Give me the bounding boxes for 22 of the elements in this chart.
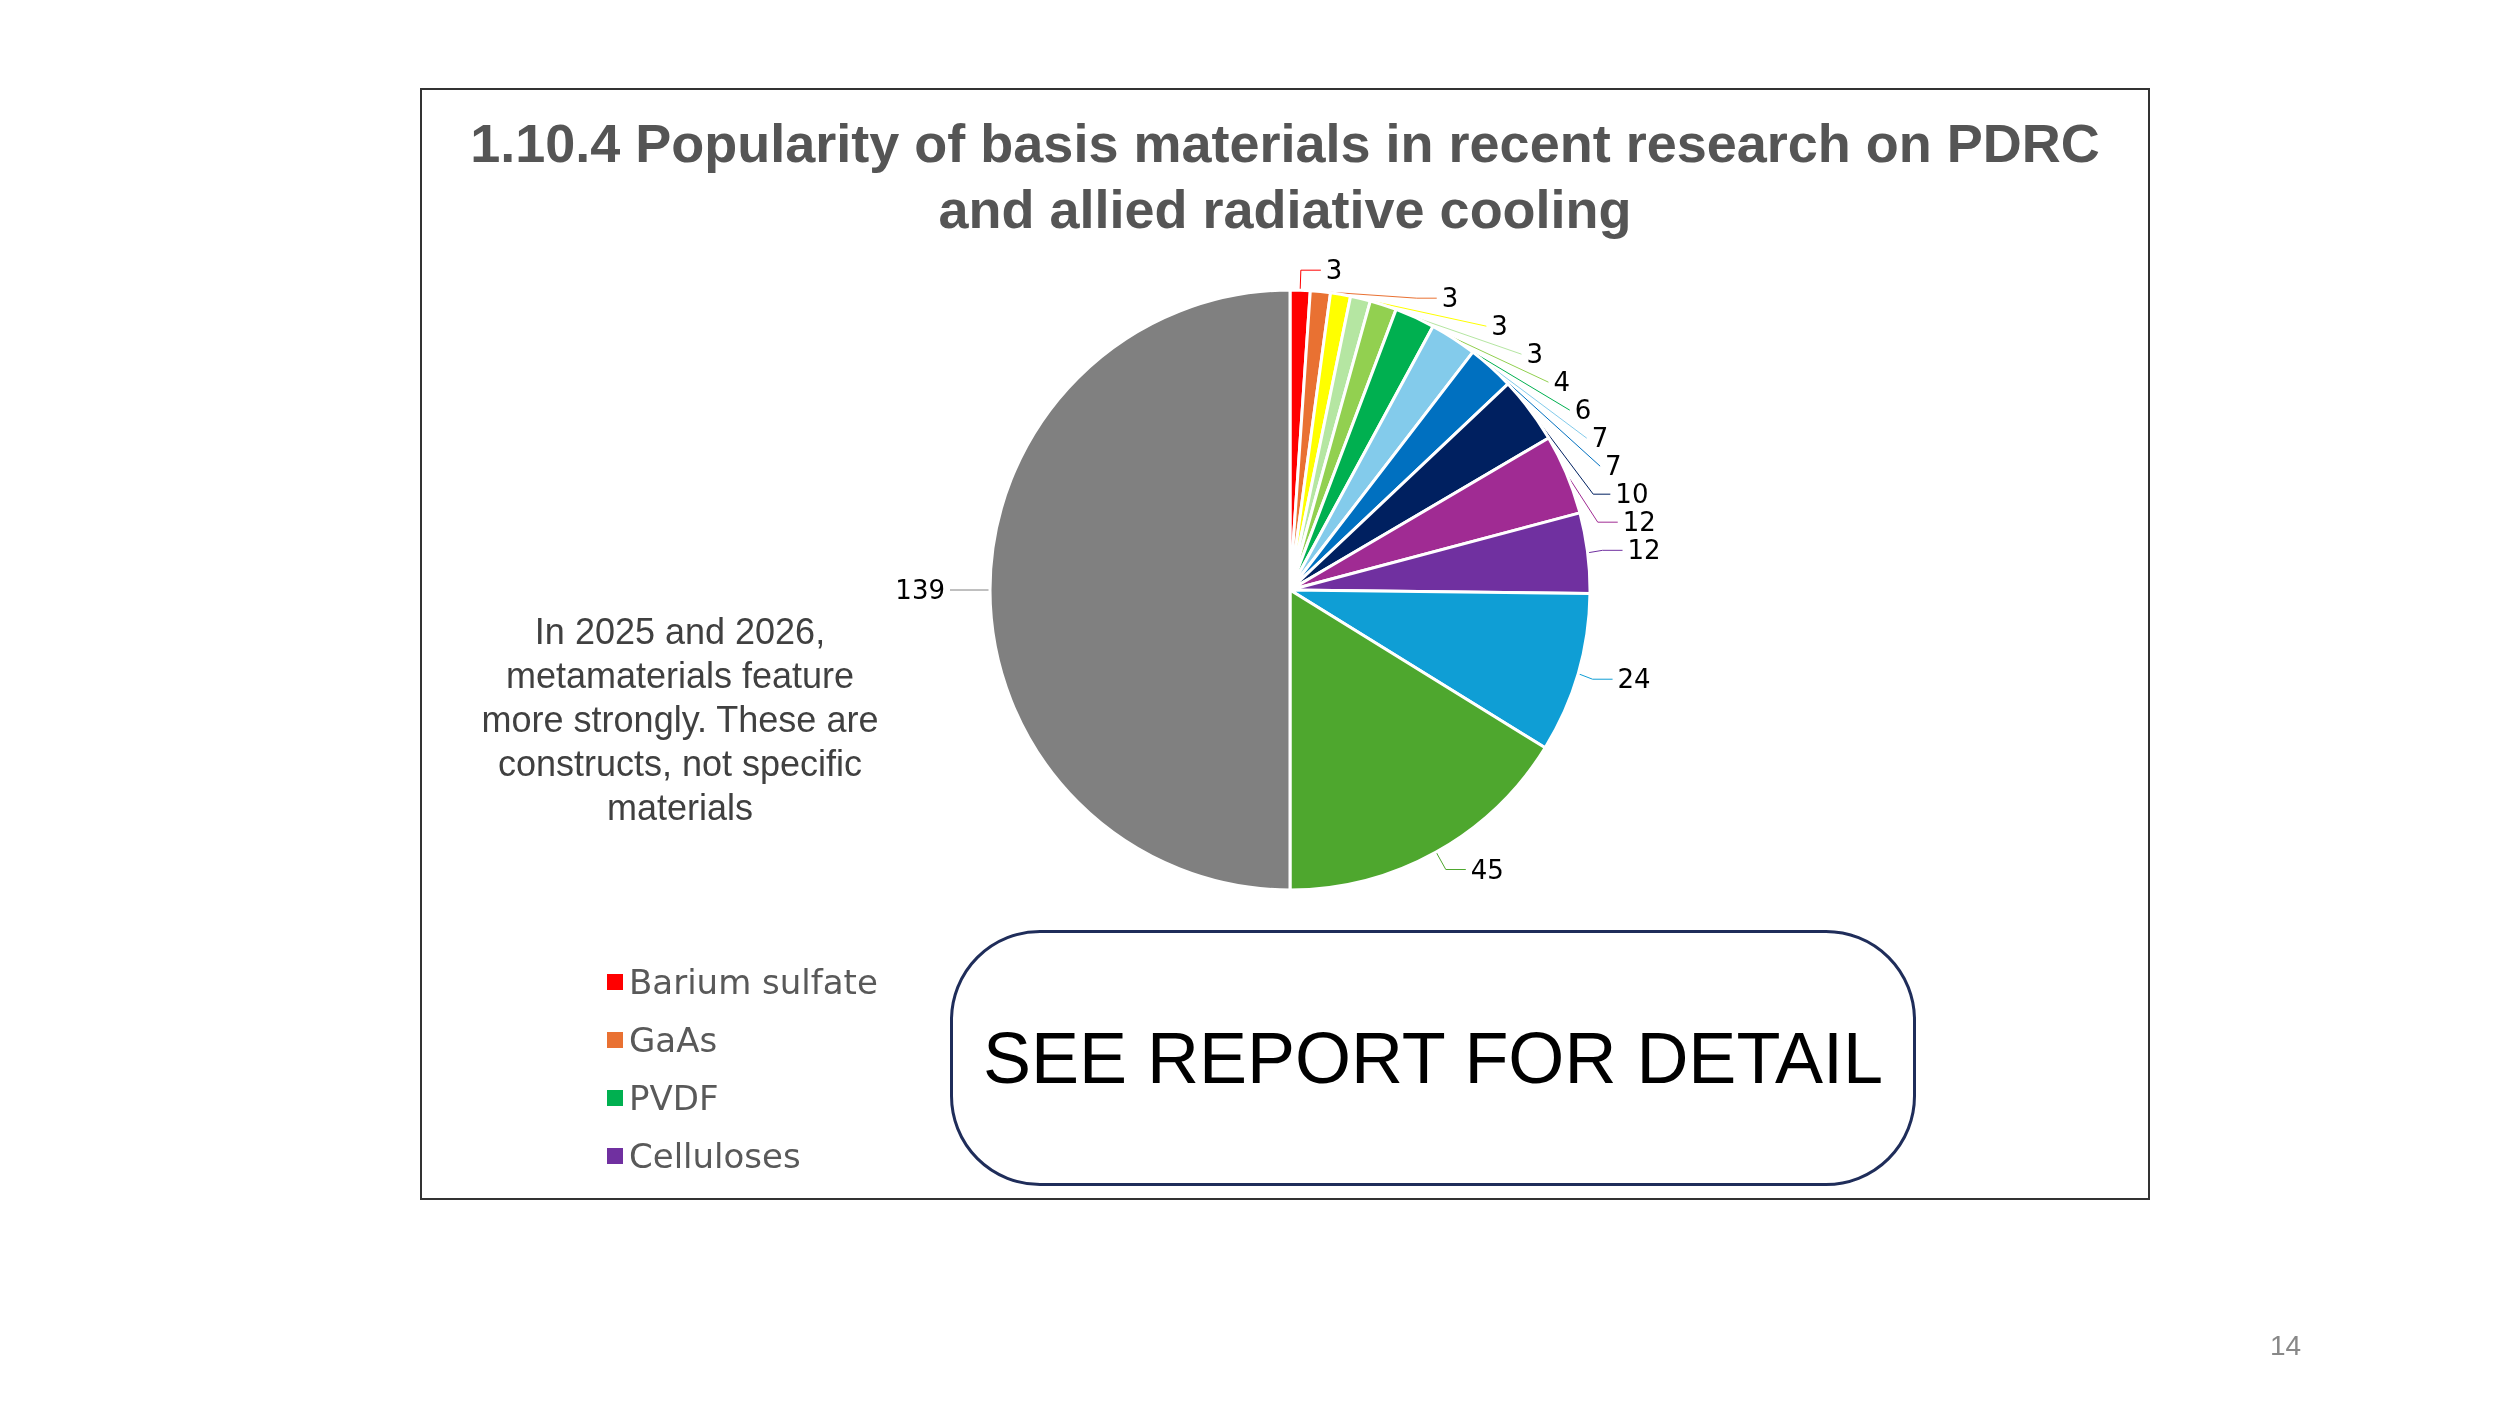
legend-label: GaAs [629, 1020, 718, 1060]
data-label: 7 [1605, 451, 1622, 482]
chart-title: 1.10.4 Popularity of basis materials in recent research on PDRC and allied radiative cooling [469, 112, 2101, 241]
data-label: 24 [1617, 664, 1651, 695]
legend-label: PVDF [629, 1078, 719, 1118]
data-label: 6 [1574, 395, 1592, 426]
data-label: 12 [1627, 535, 1661, 566]
text: In 2025 and 2026, metamaterials feature more strongly. These are constructs, not specific materials [480, 610, 880, 830]
data-label: 45 [1470, 854, 1504, 885]
legend-label: Barium sulfate [629, 962, 878, 1002]
data-label: 10 [1615, 479, 1649, 510]
data-label: 4 [1553, 367, 1570, 398]
data-label: 139 [895, 575, 945, 605]
data-label: 3 [1441, 283, 1459, 314]
text: 14 [2270, 1330, 2302, 1362]
data-label: 3 [1325, 255, 1343, 286]
text: SEE REPORT FOR DETAIL [950, 930, 1916, 1186]
data-label: 3 [1491, 311, 1508, 342]
data-label: 12 [1622, 507, 1656, 538]
data-label: 7 [1591, 423, 1609, 454]
data-label: 3 [1526, 339, 1544, 370]
legend-label: Celluloses [629, 1136, 801, 1176]
